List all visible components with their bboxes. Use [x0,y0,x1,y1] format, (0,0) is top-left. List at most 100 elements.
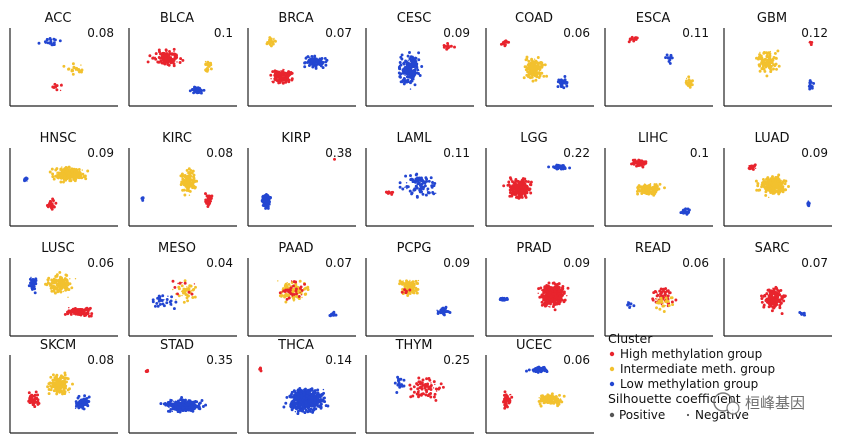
point-intermediate [760,67,764,71]
point-high [510,188,512,190]
point-intermediate [188,180,190,182]
point-low [629,302,633,306]
point-high [503,44,507,48]
point-intermediate [412,285,416,289]
point-intermediate [177,294,181,298]
point-high [51,197,55,201]
point-intermediate [74,278,77,280]
silhouette-score: 0.06 [563,26,590,40]
panel-title: LUAD [754,131,789,146]
point-low [410,191,414,195]
point-low [687,208,691,212]
point-high [291,295,294,297]
point-intermediate [655,301,659,305]
point-low [86,400,90,404]
point-low [417,181,421,185]
point-high [59,83,63,87]
point-intermediate [46,281,50,285]
point-high [809,43,813,47]
point-intermediate [189,284,193,288]
point-low [78,400,82,404]
point-low [413,68,417,72]
point-intermediate [280,293,284,297]
point-low [185,405,189,409]
point-intermediate [408,292,412,295]
point-intermediate [531,73,535,77]
point-high [278,79,282,83]
silhouette-score: 0.08 [206,146,233,160]
point-low [50,43,54,47]
point-low [501,296,504,300]
point-intermediate [398,279,402,283]
point-high [527,180,530,184]
point-intermediate [54,375,58,379]
silhouette-score: 0.12 [801,26,828,40]
point-low [670,56,674,60]
point-intermediate [47,276,51,280]
point-low [442,312,445,316]
point-high [562,300,566,304]
point-low [421,192,425,196]
point-intermediate [527,75,530,79]
point-low [266,203,270,207]
point-intermediate [524,68,528,72]
point-high [289,286,293,290]
point-intermediate [410,281,414,285]
point-low [167,406,170,408]
point-intermediate [47,392,51,396]
point-low [190,401,192,404]
point-low [178,408,182,412]
point-low [324,63,328,67]
point-intermediate [188,189,192,193]
point-intermediate [769,68,773,72]
point-high [275,77,278,79]
point-low [322,393,324,395]
point-intermediate [782,179,786,183]
silhouette-score: 0.11 [443,146,470,160]
point-low [164,403,168,407]
point-high [408,288,412,292]
point-high [670,300,674,304]
point-low [679,211,683,215]
point-intermediate [652,190,656,194]
point-high [187,290,191,294]
point-intermediate [181,188,185,192]
point-high [83,313,87,317]
point-low [420,176,423,180]
point-high [174,54,178,58]
point-intermediate [764,51,768,55]
point-high [279,71,283,75]
panel-title: PRAD [516,241,551,256]
point-intermediate [687,75,691,79]
point-low [156,304,160,308]
point-intermediate [59,275,62,279]
point-low [80,403,84,407]
point-low [198,401,202,405]
point-intermediate [774,56,778,60]
point-intermediate [61,169,65,173]
point-low [304,408,308,412]
point-low [427,191,431,195]
point-low [261,203,265,207]
point-intermediate [191,296,193,299]
panel-title: LGG [520,131,547,146]
point-intermediate [192,287,196,291]
point-high [760,300,764,304]
point-high [208,199,212,203]
point-high [771,302,775,306]
point-high [751,167,755,171]
point-high [171,60,175,64]
point-high [154,52,158,56]
point-intermediate [56,172,58,174]
point-high [173,285,177,289]
point-high [160,56,162,58]
point-low [159,402,163,406]
point-high [517,196,521,200]
point-intermediate [70,169,74,173]
point-intermediate [297,297,301,301]
point-high [519,194,523,198]
point-high [674,298,678,302]
point-high [167,54,170,56]
point-intermediate [267,41,270,43]
point-intermediate [172,288,174,291]
